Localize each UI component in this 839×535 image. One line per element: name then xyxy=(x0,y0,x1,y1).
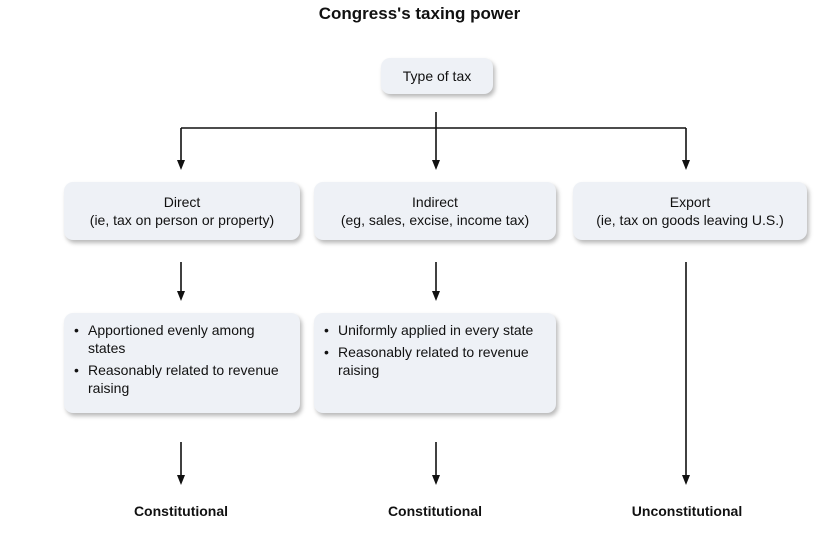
outcome-direct: Constitutional xyxy=(133,503,229,519)
diagram-title: Congress's taxing power xyxy=(318,4,521,23)
bullet-glyph: • xyxy=(324,322,329,338)
category-detail: (ie, tax on person or property) xyxy=(89,212,275,228)
root-node-type-of-tax: Type of tax xyxy=(381,58,493,94)
requirement-item: • Uniformly applied in every state xyxy=(324,321,546,339)
category-name: Direct xyxy=(163,194,201,210)
bullet-glyph: • xyxy=(324,344,329,360)
outcome-export: Unconstitutional xyxy=(631,503,743,519)
requirement-item: • Reasonably related to revenue raising xyxy=(324,343,546,379)
category-node-export: Export (ie, tax on goods leaving U.S.) xyxy=(573,182,807,240)
requirements-node-indirect: • Uniformly applied in every state • Rea… xyxy=(314,313,556,413)
outcome-indirect: Constitutional xyxy=(387,503,483,519)
requirement-text: Apportioned evenly among states xyxy=(88,322,255,356)
category-name: Indirect xyxy=(412,194,458,210)
requirements-list: • Uniformly applied in every state • Rea… xyxy=(324,321,546,379)
requirement-item: • Reasonably related to revenue raising xyxy=(74,361,290,397)
requirement-text: Uniformly applied in every state xyxy=(338,322,534,338)
requirement-text: Reasonably related to revenue raising xyxy=(88,362,279,396)
requirement-item: • Apportioned evenly among states xyxy=(74,321,290,357)
bullet-glyph: • xyxy=(74,362,79,378)
category-node-indirect: Indirect (eg, sales, excise, income tax) xyxy=(314,182,556,240)
requirement-text: Reasonably related to revenue raising xyxy=(338,344,529,378)
requirements-node-direct: • Apportioned evenly among states • Reas… xyxy=(64,313,300,413)
category-node-direct: Direct (ie, tax on person or property) xyxy=(64,182,300,240)
category-detail: (eg, sales, excise, income tax) xyxy=(340,212,530,228)
root-node-label: Type of tax xyxy=(402,68,472,84)
requirements-list: • Apportioned evenly among states • Reas… xyxy=(74,321,290,397)
category-detail: (ie, tax on goods leaving U.S.) xyxy=(596,212,784,228)
category-name: Export xyxy=(669,194,711,210)
bullet-glyph: • xyxy=(74,322,79,338)
